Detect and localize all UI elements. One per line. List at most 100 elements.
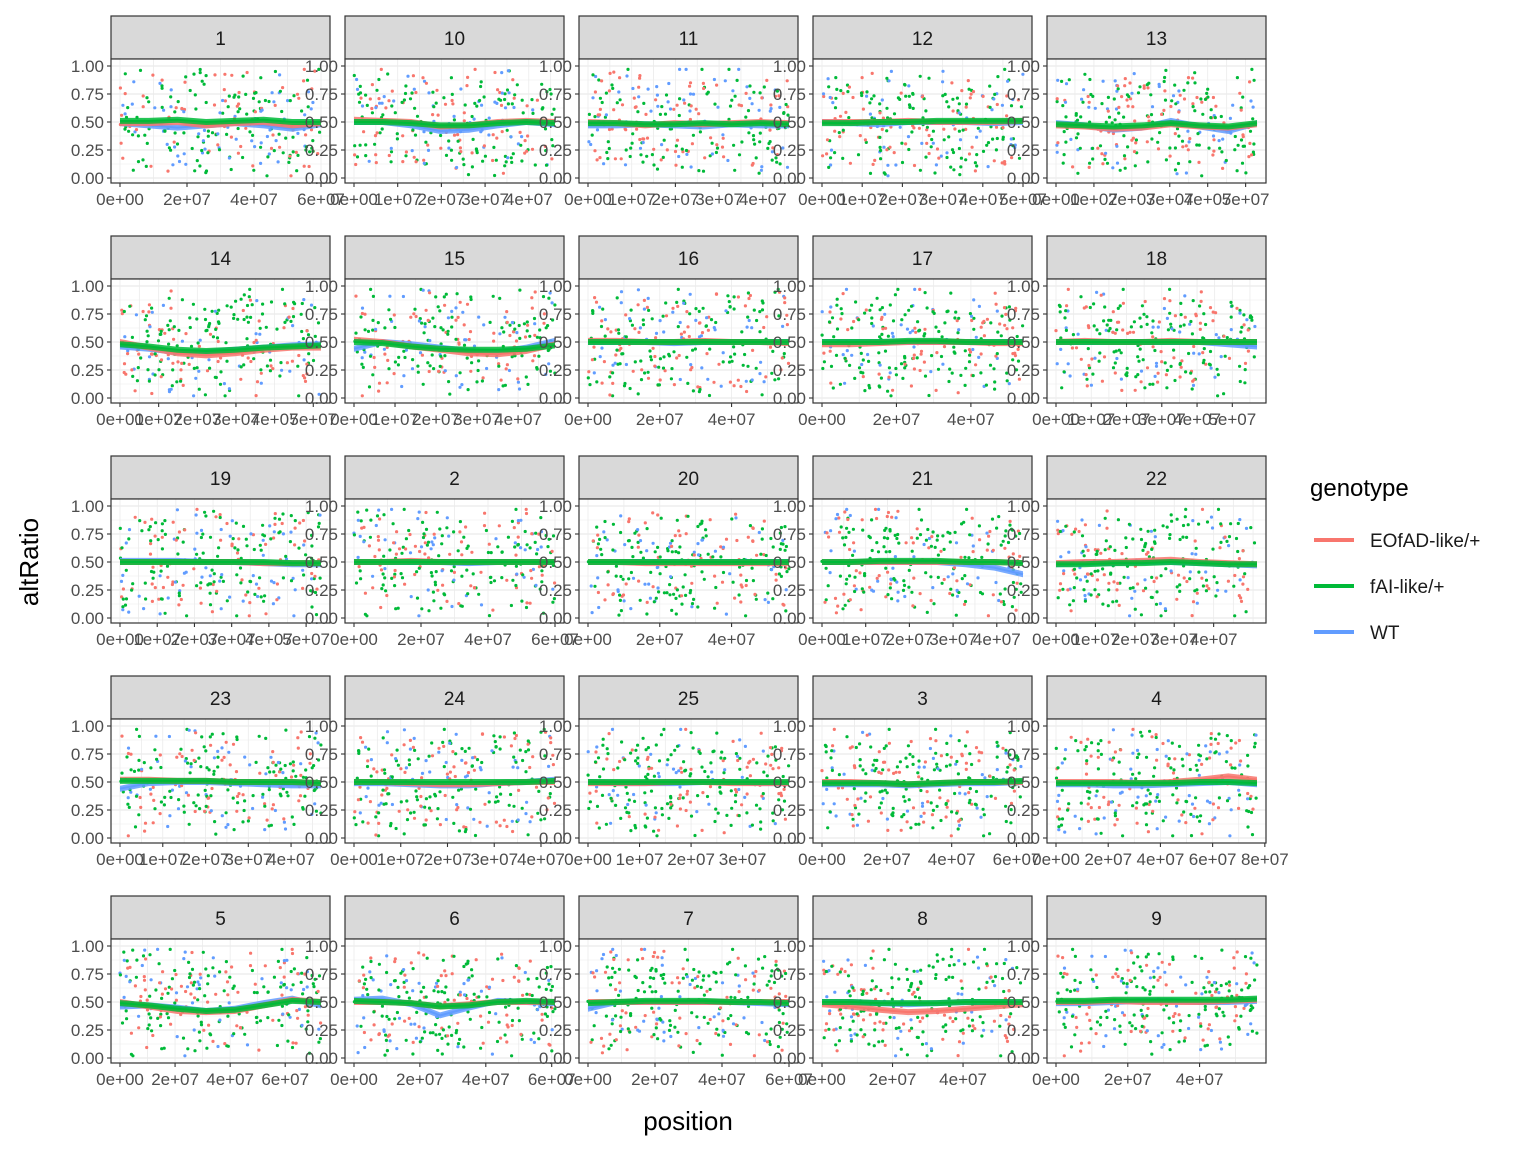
data-point (971, 374, 975, 378)
data-point (1215, 367, 1219, 371)
data-point (684, 67, 688, 71)
data-point (1082, 554, 1086, 558)
data-point (595, 158, 599, 162)
data-point (1096, 146, 1100, 150)
data-point (614, 353, 618, 357)
data-point (762, 380, 766, 384)
data-point (277, 517, 282, 521)
data-point (159, 329, 163, 333)
data-point (370, 83, 374, 87)
data-point (705, 316, 709, 320)
data-point (452, 133, 457, 137)
data-point (423, 325, 427, 329)
data-point (662, 591, 667, 595)
data-point (1059, 555, 1063, 559)
data-point (424, 510, 428, 515)
data-point (360, 394, 364, 398)
data-point (416, 517, 420, 521)
data-point (971, 544, 975, 548)
data-point (454, 306, 458, 310)
y-tick-label: 1.00 (71, 717, 104, 736)
data-point (251, 133, 255, 137)
data-point (946, 309, 950, 313)
data-point (120, 734, 124, 738)
data-point (286, 99, 290, 103)
data-point (469, 297, 473, 302)
data-point (208, 574, 212, 578)
data-point (1133, 388, 1137, 392)
data-point (273, 516, 277, 520)
data-point (662, 330, 666, 334)
data-point (885, 514, 889, 519)
data-point (1136, 91, 1141, 95)
y-tick-label: 0.00 (1007, 169, 1040, 188)
data-point (1231, 103, 1235, 107)
data-point (828, 310, 832, 314)
data-point (375, 131, 379, 135)
data-point (420, 353, 424, 357)
data-point (829, 305, 833, 309)
data-point (868, 112, 873, 116)
data-point (967, 348, 972, 352)
panel-border (344, 278, 565, 404)
data-point (629, 146, 633, 150)
data-point (360, 362, 364, 366)
data-point (379, 605, 383, 610)
data-point (637, 85, 641, 89)
data-point (221, 579, 225, 584)
data-point (302, 164, 306, 168)
data-point (466, 173, 471, 177)
data-point (1184, 370, 1188, 374)
data-point (524, 375, 528, 379)
data-point (606, 327, 610, 331)
data-point (452, 114, 456, 118)
data-point (432, 599, 436, 603)
data-point (1087, 165, 1091, 169)
data-point (828, 571, 832, 575)
data-point (195, 552, 199, 556)
data-point (597, 78, 601, 82)
data-point (1080, 518, 1084, 522)
data-point (377, 508, 381, 512)
data-point (229, 305, 233, 309)
data-point (1247, 155, 1251, 159)
data-point (820, 333, 824, 337)
data-point (268, 770, 272, 774)
data-point (924, 109, 928, 113)
data-point (303, 794, 307, 798)
data-point (653, 550, 657, 554)
data-point (208, 603, 213, 607)
data-point (1229, 300, 1233, 304)
data-point (502, 330, 506, 334)
data-point (598, 355, 602, 359)
x-tick-label: 5e+07 (282, 630, 330, 649)
data-point (214, 327, 218, 331)
data-point (208, 366, 212, 370)
x-tick-label: 2e+07 (636, 410, 684, 429)
data-point (390, 104, 394, 108)
data-point (291, 135, 295, 139)
data-point (861, 528, 865, 532)
data-point (927, 151, 931, 156)
data-point (614, 564, 619, 568)
data-point (1121, 301, 1125, 305)
data-point (1140, 304, 1144, 308)
data-point (591, 96, 595, 100)
data-point (358, 569, 362, 573)
data-point (228, 595, 232, 599)
data-point (1151, 319, 1155, 323)
data-point (1168, 154, 1172, 158)
data-point (281, 86, 285, 90)
data-point (746, 315, 750, 319)
data-point (615, 101, 619, 105)
data-point (1071, 333, 1075, 337)
data-point (479, 570, 483, 574)
data-point (654, 98, 658, 102)
data-point (1194, 546, 1198, 550)
data-point (739, 384, 743, 389)
data-point (979, 371, 983, 375)
facet-strip (578, 15, 799, 60)
data-point (132, 80, 136, 84)
data-point (378, 101, 382, 105)
data-point (1177, 134, 1181, 138)
